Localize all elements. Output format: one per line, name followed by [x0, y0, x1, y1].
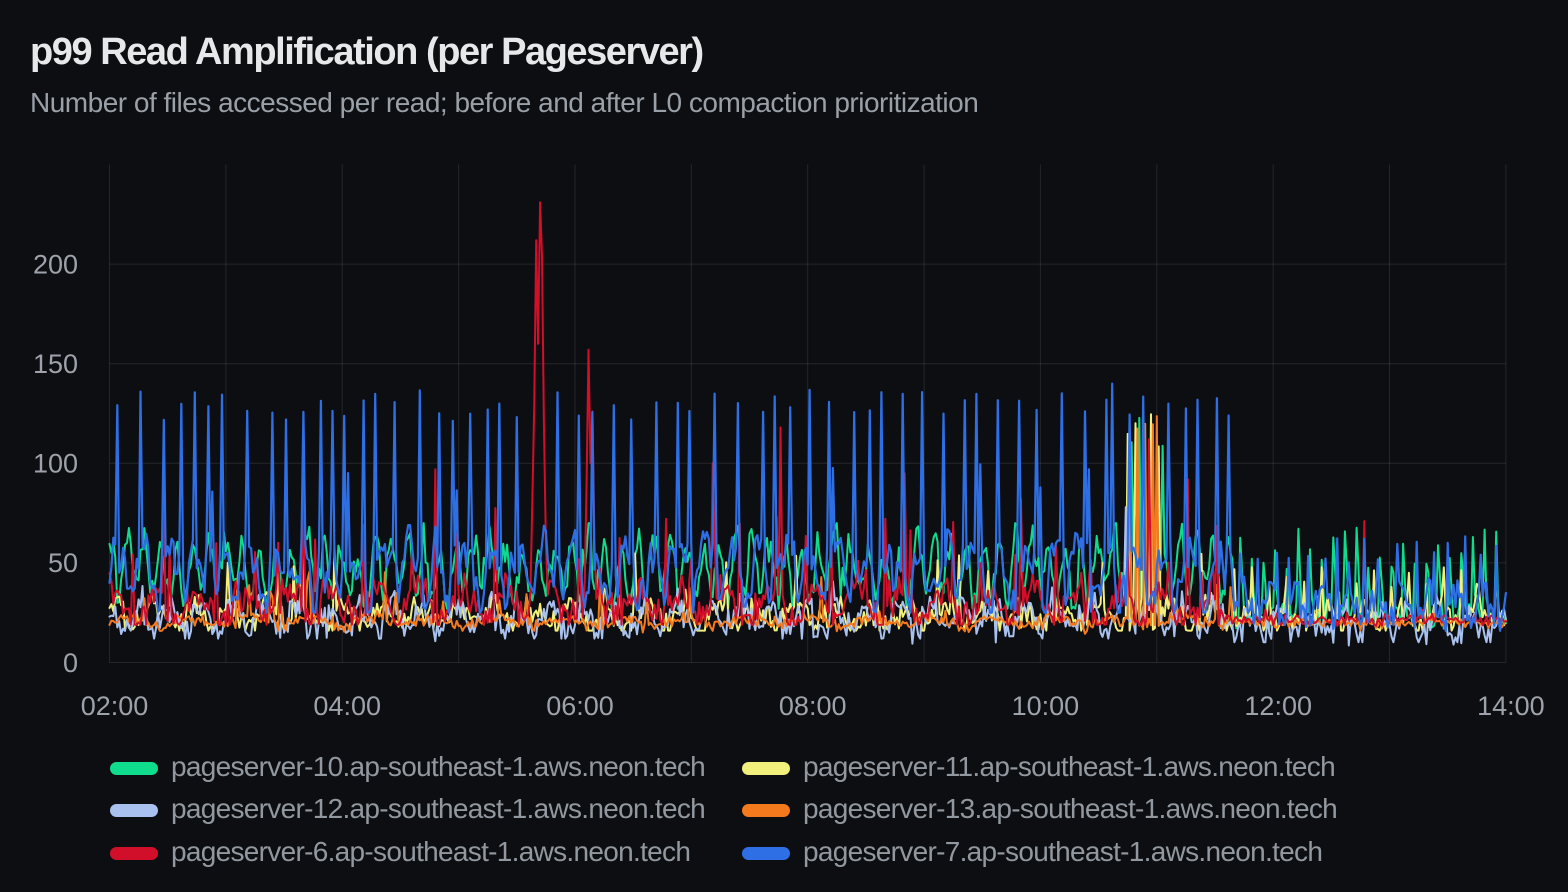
svg-text:02:00: 02:00 [81, 691, 149, 721]
svg-text:150: 150 [33, 349, 78, 379]
svg-text:10:00: 10:00 [1012, 691, 1080, 721]
svg-text:200: 200 [33, 249, 78, 279]
svg-text:0: 0 [63, 648, 78, 678]
svg-text:50: 50 [48, 548, 78, 578]
svg-text:04:00: 04:00 [313, 691, 381, 721]
svg-text:14:00: 14:00 [1477, 691, 1545, 721]
svg-text:100: 100 [33, 449, 78, 479]
svg-text:08:00: 08:00 [779, 691, 847, 721]
svg-text:12:00: 12:00 [1244, 691, 1312, 721]
svg-text:06:00: 06:00 [546, 691, 614, 721]
